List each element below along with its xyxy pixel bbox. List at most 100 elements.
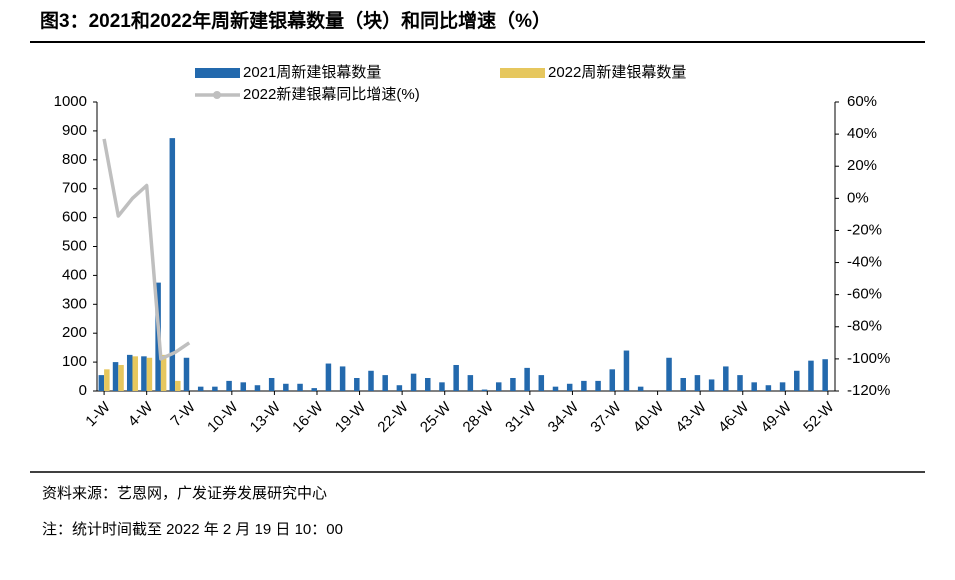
bar	[737, 375, 743, 391]
x-tick-label: 28-W	[460, 398, 498, 436]
y2-tick-label: 20%	[847, 157, 877, 174]
bar	[146, 357, 153, 391]
y-tick-label: 200	[62, 324, 87, 341]
y-tick-label: 500	[62, 237, 87, 254]
bar	[382, 375, 388, 391]
bar	[751, 382, 757, 391]
bar	[118, 364, 124, 391]
bar	[425, 377, 431, 391]
legend-marker	[213, 91, 221, 99]
bar	[226, 380, 232, 391]
bar	[694, 375, 701, 391]
bar	[268, 377, 275, 391]
bar	[453, 364, 459, 391]
bar	[132, 356, 138, 391]
bar	[169, 138, 176, 391]
y-tick-label: 0	[79, 382, 87, 399]
bar	[708, 379, 715, 391]
bar	[104, 369, 110, 391]
y-tick-label: 900	[62, 122, 87, 139]
bar	[481, 389, 488, 391]
bar	[822, 359, 828, 391]
bar	[794, 370, 800, 391]
bar	[723, 366, 729, 391]
bar	[765, 385, 772, 391]
bar	[160, 354, 167, 391]
x-tick-label: 40-W	[630, 398, 668, 436]
y2-tick-label: -100%	[847, 350, 890, 367]
x-tick-label: 52-W	[800, 398, 838, 436]
x-tick-label: 19-W	[332, 398, 370, 436]
x-tick-label: 46-W	[715, 398, 753, 436]
y2-tick-label: -120%	[847, 382, 890, 399]
bar	[680, 377, 686, 391]
y2-tick-label: 0%	[847, 189, 869, 206]
bar	[283, 383, 289, 391]
y2-tick-label: -20%	[847, 221, 882, 238]
bar	[254, 385, 261, 391]
source: 资料来源：艺恩网，广发证券发展研究中心	[42, 485, 327, 502]
bar	[212, 386, 218, 391]
bar	[510, 377, 516, 391]
y2-tick-label: -80%	[847, 318, 882, 335]
chart-title: 图3：2021和2022年周新建银幕数量（块）和同比增速（%）	[40, 9, 551, 32]
bar	[581, 380, 587, 391]
x-tick-label: 34-W	[545, 398, 583, 436]
bar	[566, 383, 573, 391]
bar	[240, 382, 247, 391]
bar	[396, 385, 403, 391]
bar	[112, 362, 119, 391]
bar	[368, 370, 374, 391]
x-tick-label: 16-W	[289, 398, 327, 436]
bar	[126, 354, 133, 391]
bar	[524, 367, 530, 391]
x-tick-label: 49-W	[758, 398, 796, 436]
bar	[297, 383, 303, 391]
bar	[552, 386, 559, 391]
bar	[609, 369, 616, 391]
bar	[141, 356, 147, 391]
bar	[595, 380, 601, 391]
legend-label: 2022周新建银幕数量	[548, 64, 686, 81]
bar	[666, 357, 672, 391]
x-tick-label: 1-W	[82, 398, 114, 430]
legend-swatch	[500, 68, 545, 78]
x-tick-label: 13-W	[247, 398, 285, 436]
y-tick-label: 1000	[54, 93, 87, 110]
line	[102, 138, 191, 361]
note: 注：统计时间截至 2022 年 2 月 19 日 10：00	[42, 521, 343, 538]
x-tick-label: 37-W	[587, 398, 625, 436]
x-tick-label: 25-W	[417, 398, 455, 436]
x-tick-label: 43-W	[672, 398, 710, 436]
y-tick-label: 400	[62, 266, 87, 283]
bar	[98, 375, 105, 391]
bar	[311, 388, 317, 391]
bar	[808, 360, 814, 391]
bar	[467, 375, 474, 391]
legend-label: 2022新建银幕同比增速(%)	[243, 86, 420, 103]
x-tick-label: 31-W	[502, 398, 540, 436]
bar	[538, 375, 545, 391]
y-tick-label: 300	[62, 295, 87, 312]
x-tick-label: 22-W	[374, 398, 412, 436]
x-tick-label: 7-W	[167, 398, 199, 430]
bar	[779, 382, 786, 391]
bar	[325, 363, 332, 391]
legend-swatch	[195, 68, 240, 78]
bar	[410, 373, 417, 391]
bar	[197, 386, 204, 391]
bar	[339, 366, 346, 391]
y2-tick-label: 40%	[847, 125, 877, 142]
x-tick-label: 4-W	[125, 398, 157, 430]
y2-tick-label: 60%	[847, 93, 877, 110]
bar	[175, 380, 181, 391]
y-tick-label: 700	[62, 180, 87, 197]
legend-label: 2021周新建银幕数量	[243, 64, 381, 81]
y-tick-label: 100	[62, 353, 87, 370]
y-tick-label: 800	[62, 151, 87, 168]
y-tick-label: 600	[62, 209, 87, 226]
x-tick-label: 10-W	[204, 398, 242, 436]
bar	[183, 357, 190, 391]
